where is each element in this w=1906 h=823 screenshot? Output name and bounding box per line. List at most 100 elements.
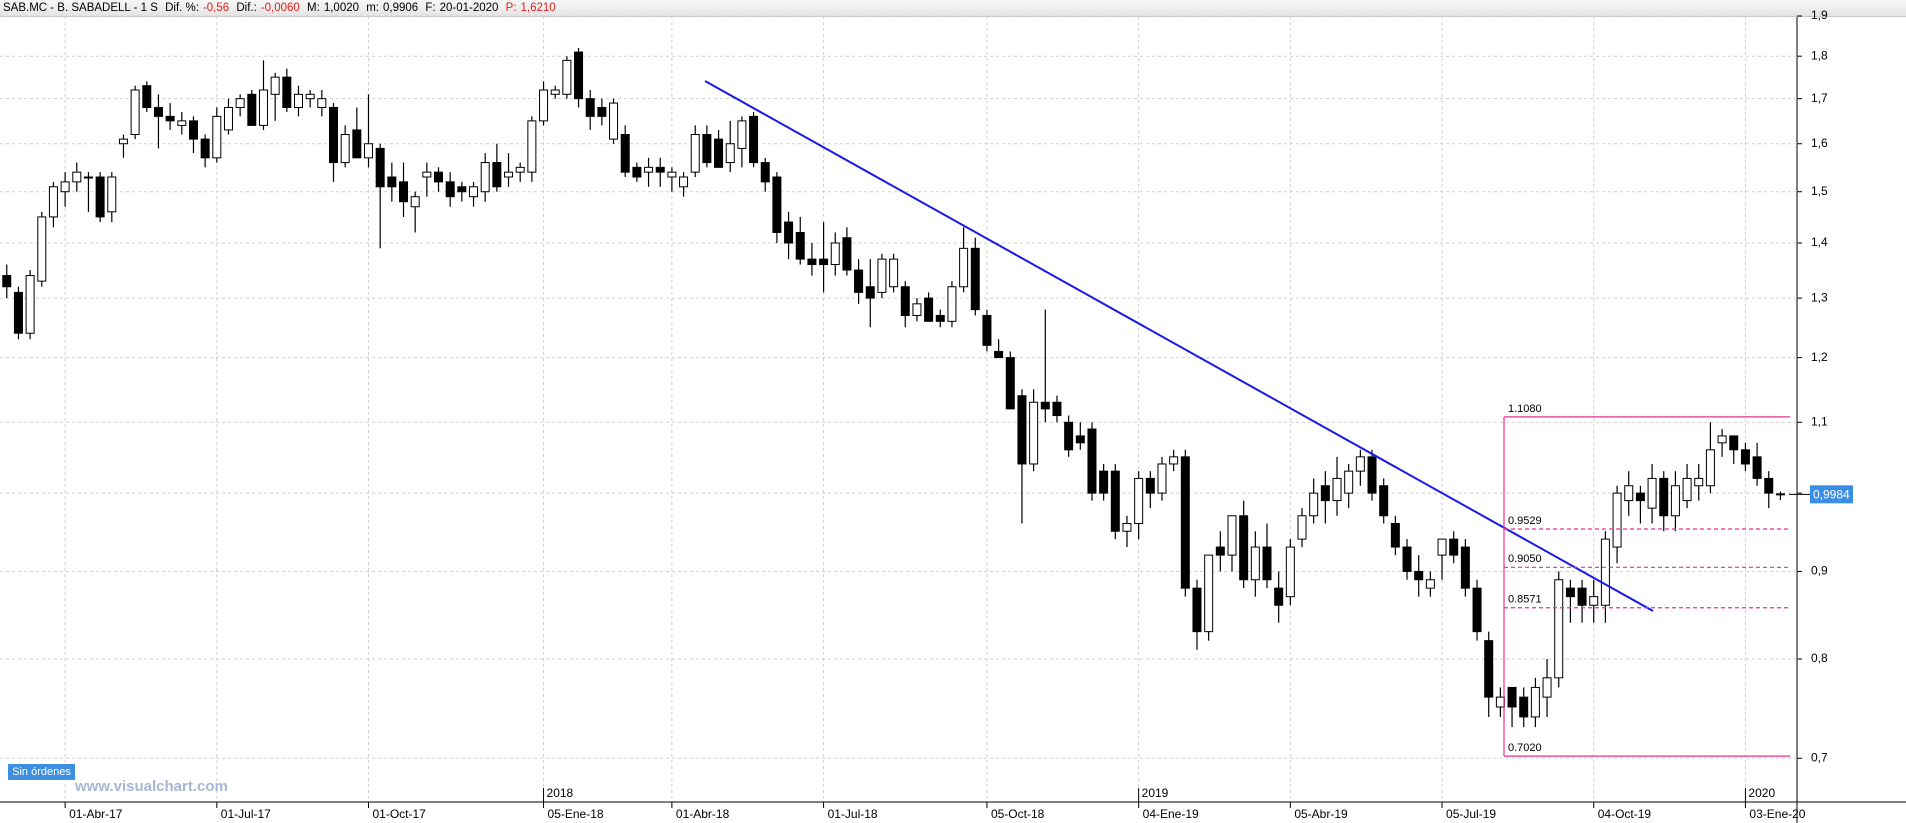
candle-body xyxy=(1029,401,1039,465)
fib-label: 0.9529 xyxy=(1508,515,1542,527)
candle-body xyxy=(1250,546,1260,581)
last-price-box xyxy=(1810,485,1853,504)
candle-body xyxy=(830,242,840,266)
y-tick-label: 1,7 xyxy=(1811,91,1828,105)
candle-body xyxy=(550,89,560,95)
orders-badge[interactable]: Sin órdenes xyxy=(8,764,75,780)
candle-body xyxy=(655,166,665,173)
candle-body xyxy=(1577,587,1587,606)
candle-body xyxy=(1052,401,1062,417)
p: 1,6210 xyxy=(520,2,556,14)
fibonacci-box: 1.1080 0.9529 0.9050 0.8571 0.7020 xyxy=(1503,403,1790,757)
candle-body xyxy=(1729,435,1739,451)
y-tick-label: 1,9 xyxy=(1811,8,1828,22)
y-tick-label: 1,5 xyxy=(1811,184,1828,198)
candle-body xyxy=(819,258,829,266)
candle-body xyxy=(1297,515,1307,540)
candle-body xyxy=(1355,456,1365,472)
y-tick-label: 0,8 xyxy=(1811,651,1828,665)
candle-body xyxy=(842,237,852,271)
candle-body xyxy=(737,120,747,149)
candle-body xyxy=(772,176,782,233)
x-tick-label: 04-Ene-19 xyxy=(1143,807,1199,821)
candle-body xyxy=(387,176,397,188)
candle-body xyxy=(1507,686,1517,708)
dif-label: Dif.: xyxy=(236,2,257,14)
candle-body xyxy=(877,258,887,293)
x-tick-label: 01-Oct-17 xyxy=(373,807,427,821)
candle-body xyxy=(2,275,12,288)
candle-body xyxy=(375,147,385,188)
candle-body xyxy=(1075,435,1085,444)
candle-body xyxy=(1682,477,1692,502)
x-tick-label: 05-Abr-19 xyxy=(1294,807,1348,821)
p-label: P: xyxy=(505,2,517,14)
axes: 0,70,80,911,11,21,31,41,51,61,71,81,901-… xyxy=(64,8,1853,821)
candle-body xyxy=(13,291,23,334)
candle-body xyxy=(1064,421,1074,451)
date: 20-01-2020 xyxy=(439,2,499,14)
candle-body xyxy=(1414,570,1424,581)
candle-body xyxy=(25,275,35,334)
candle-body xyxy=(1612,492,1622,548)
candle-body xyxy=(1565,587,1575,598)
candle-body xyxy=(328,106,338,164)
candle-body xyxy=(1110,470,1120,532)
candle-body xyxy=(1670,485,1680,517)
x-tick-label: 03-Ene-20 xyxy=(1749,807,1805,821)
candle-body xyxy=(597,106,607,117)
candle-body xyxy=(1005,357,1015,410)
candle-body xyxy=(947,286,957,322)
x-tick-label: 05-Oct-18 xyxy=(991,807,1045,821)
candle-body xyxy=(83,176,93,179)
max: 1,0020 xyxy=(323,2,360,14)
year-label: 2019 xyxy=(1142,786,1169,800)
y-tick-label: 1,4 xyxy=(1811,235,1828,249)
candle-body xyxy=(107,176,117,213)
candle-body xyxy=(807,258,817,266)
x-tick-label: 01-Jul-18 xyxy=(828,807,878,821)
candle-body xyxy=(994,350,1004,359)
dif-pct: -0,56 xyxy=(202,2,230,14)
candle-body xyxy=(270,76,280,95)
candle-body xyxy=(492,162,502,188)
candle-body xyxy=(1460,546,1470,589)
candle-body xyxy=(1017,395,1027,465)
x-tick-label: 01-Abr-17 xyxy=(69,807,123,821)
candle-body xyxy=(1694,477,1704,487)
candle-body xyxy=(422,171,432,178)
candle-body xyxy=(1740,449,1750,465)
trend-line xyxy=(704,80,1654,612)
candle-body xyxy=(305,93,315,100)
candle-body xyxy=(480,162,490,193)
candle-body xyxy=(574,51,584,100)
date-label: F: xyxy=(425,2,436,14)
candle-body xyxy=(1099,470,1109,494)
candle-body xyxy=(352,129,362,159)
min: 0,9906 xyxy=(383,2,419,14)
last-price-label: 0,9984 xyxy=(1813,487,1850,501)
candle-body xyxy=(1437,538,1447,556)
candle-body xyxy=(1274,587,1284,606)
candle-body xyxy=(223,106,233,131)
y-tick-label: 1,2 xyxy=(1811,350,1828,364)
candle-body xyxy=(667,171,677,178)
candle-body xyxy=(749,115,759,164)
candle-body xyxy=(970,247,980,311)
y-tick-label: 1,8 xyxy=(1811,48,1828,62)
candle-body xyxy=(282,76,292,108)
candle-body xyxy=(293,93,303,108)
candle-body xyxy=(235,98,245,108)
candle-body xyxy=(1285,546,1295,598)
candle-body xyxy=(539,89,549,122)
x-tick-label: 01-Abr-18 xyxy=(676,807,730,821)
candle-body xyxy=(399,181,409,203)
candle-body xyxy=(434,171,444,183)
candle-body xyxy=(1122,522,1132,532)
candle-body xyxy=(1344,470,1354,494)
candle-body xyxy=(865,286,875,299)
candle-body xyxy=(1705,449,1715,487)
candle-body xyxy=(1192,587,1202,633)
candle-body xyxy=(1367,456,1377,494)
